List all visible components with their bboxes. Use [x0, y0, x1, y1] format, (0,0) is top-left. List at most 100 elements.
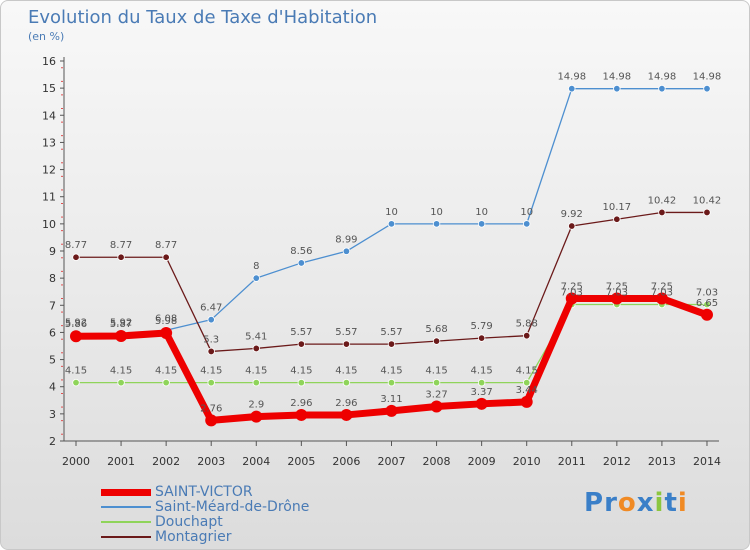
y-tick-label: 2: [49, 435, 56, 448]
data-label-saint-victor: 6.65: [696, 298, 718, 309]
chart-unit-label: (en %): [28, 30, 65, 43]
data-point-montagrier: [387, 340, 396, 348]
data-point-saint-victor: [700, 308, 713, 321]
data-point-montagrier: [568, 222, 576, 230]
logo-letter: t: [664, 488, 678, 518]
data-point-saint-meard-de-drone: [703, 84, 711, 93]
x-tick-label: 2009: [468, 455, 496, 468]
x-tick-label: 2005: [287, 455, 315, 468]
data-point-douchapt: [477, 378, 486, 387]
data-point-saint-meard-de-drone: [568, 84, 576, 93]
y-tick-label: 16: [42, 55, 56, 68]
x-tick-label: 2013: [648, 455, 676, 468]
data-label-saint-meard-de-drone: 8.99: [335, 234, 357, 245]
data-point-montagrier: [252, 344, 260, 353]
data-point-douchapt: [207, 378, 215, 387]
data-point-saint-meard-de-drone: [342, 247, 351, 255]
data-point-saint-meard-de-drone: [207, 315, 215, 324]
logo-letter: P: [584, 488, 605, 518]
data-point-saint-meard-de-drone: [252, 274, 260, 282]
data-point-douchapt: [297, 378, 306, 387]
data-label-saint-victor: 7.25: [606, 282, 628, 293]
data-point-montagrier: [342, 340, 351, 348]
data-point-montagrier: [477, 334, 486, 342]
data-label-douchapt: 4.15: [470, 366, 492, 377]
data-label-montagrier: 10.17: [603, 202, 632, 213]
data-label-montagrier: 5.41: [245, 331, 267, 342]
data-point-saint-victor: [655, 292, 668, 305]
data-point-montagrier: [523, 331, 531, 340]
y-tick-label: 10: [42, 218, 56, 231]
data-label-saint-meard-de-drone: 14.98: [557, 72, 586, 83]
data-point-douchapt: [252, 378, 260, 387]
data-label-montagrier: 9.92: [561, 209, 583, 220]
data-point-montagrier: [297, 340, 306, 348]
data-point-saint-victor: [340, 408, 353, 421]
data-point-saint-victor: [70, 330, 82, 343]
data-label-montagrier: 8.77: [110, 240, 132, 251]
data-point-douchapt: [72, 378, 80, 387]
x-tick-label: 2006: [332, 455, 360, 468]
data-label-douchapt: 4.15: [290, 366, 312, 377]
data-point-saint-victor: [115, 329, 128, 342]
data-point-saint-meard-de-drone: [658, 84, 666, 93]
x-tick-label: 2001: [107, 455, 135, 468]
legend-label-montagrier: Montagrier: [155, 529, 232, 545]
y-tick-label: 5: [49, 354, 56, 367]
data-point-saint-meard-de-drone: [432, 220, 441, 228]
data-label-saint-victor: 3.37: [470, 387, 492, 398]
y-tick-label: 6: [49, 326, 56, 339]
legend-label-saint-meard-de-drone: Saint-Méard-de-Drône: [155, 499, 310, 515]
data-point-douchapt: [387, 378, 396, 387]
data-label-saint-meard-de-drone: 8: [253, 261, 259, 272]
data-label-douchapt: 7.03: [606, 287, 628, 298]
data-point-saint-meard-de-drone: [613, 84, 621, 93]
data-label-douchapt: 4.15: [335, 366, 357, 377]
logo-letter: x: [636, 488, 655, 518]
data-label-douchapt: 4.15: [65, 366, 87, 377]
data-label-douchapt: 4.15: [380, 366, 402, 377]
data-label-saint-victor: 3.11: [380, 394, 402, 405]
data-point-montagrier: [432, 337, 441, 345]
data-point-saint-meard-de-drone: [387, 220, 396, 228]
x-tick-label: 2007: [377, 455, 405, 468]
logo-letter: i: [677, 488, 688, 518]
legend-swatch-saint-meard-de-drone: [101, 506, 151, 508]
data-point-montagrier: [117, 253, 125, 261]
y-tick-label: 12: [42, 164, 56, 177]
data-label-montagrier: 5.79: [470, 321, 492, 332]
data-point-douchapt: [703, 300, 711, 309]
data-label-saint-victor: 5.87: [110, 319, 132, 330]
data-point-montagrier: [658, 208, 666, 217]
data-label-douchapt: 4.15: [245, 366, 267, 377]
data-point-saint-victor: [610, 292, 623, 305]
data-label-saint-meard-de-drone: 14.98: [693, 72, 722, 83]
data-label-saint-victor: 2.96: [335, 398, 357, 409]
legend-label-saint-victor: SAINT-VICTOR: [155, 484, 253, 500]
data-label-douchapt: 7.03: [561, 287, 583, 298]
x-tick-label: 2000: [62, 455, 90, 468]
data-label-saint-victor: 3.27: [425, 390, 447, 401]
data-label-saint-victor: 7.25: [561, 282, 583, 293]
data-point-douchapt: [117, 378, 125, 387]
y-tick-label: 11: [42, 191, 56, 204]
data-point-saint-victor: [250, 410, 263, 423]
y-tick-label: 14: [42, 109, 56, 122]
data-point-saint-meard-de-drone: [297, 259, 306, 267]
y-tick-label: 7: [49, 299, 56, 312]
x-tick-label: 2002: [152, 455, 180, 468]
logo-letter: o: [617, 488, 637, 518]
data-point-saint-victor: [205, 414, 218, 427]
data-label-douchapt: 4.15: [200, 366, 222, 377]
legend-swatch-montagrier: [101, 536, 151, 538]
legend-swatch-douchapt: [101, 521, 151, 523]
data-label-montagrier: 5.57: [380, 327, 402, 338]
data-label-douchapt: 4.15: [516, 366, 538, 377]
data-label-douchapt: 7.03: [696, 287, 718, 298]
logo-letter: r: [604, 488, 618, 518]
data-point-montagrier: [72, 253, 80, 261]
data-label-saint-meard-de-drone: 8.56: [290, 246, 312, 257]
data-point-montagrier: [162, 253, 170, 261]
data-label-saint-meard-de-drone: 10: [475, 207, 488, 218]
